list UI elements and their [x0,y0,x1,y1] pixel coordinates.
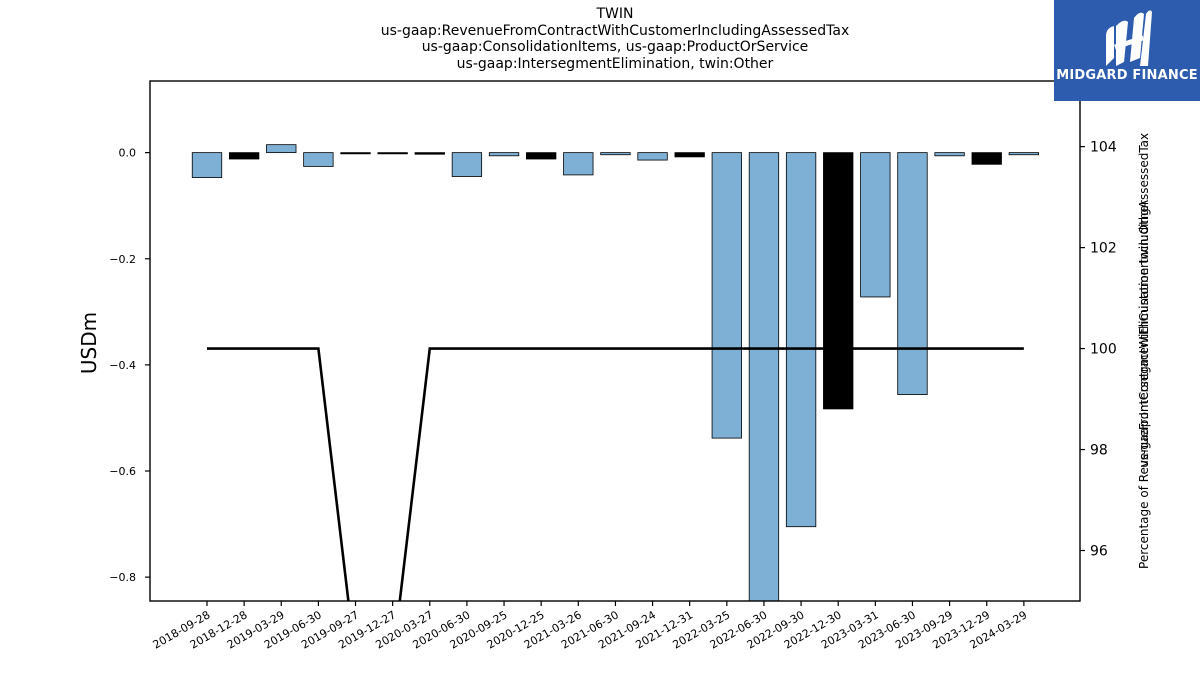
bar-2023-06-30 [897,152,928,395]
bar-2021-06-30 [600,152,631,156]
title-line-2: us-gaap:RevenueFromContractWithCustomerI… [380,22,850,39]
y2-tick-label: 100 [1090,342,1117,358]
bar-2024-03-29 [1008,152,1040,156]
bar-2022-03-25 [711,152,742,439]
percentage-line [207,347,1024,601]
y2-tick-label: 102 [1090,241,1117,257]
y2-tick-label: 96 [1090,544,1108,560]
axes-layer: 0.0−0.2−0.4−0.6−0.896981001021042018-09-… [109,80,1117,652]
logo-text: MIDGARD FINANCE [1056,68,1198,83]
bar-2019-12-27 [377,152,408,155]
bar-2022-06-30 [748,152,780,601]
y-tick-label: −0.8 [109,571,136,584]
midgard-finance-logo: MIDGARD FINANCE [1054,0,1200,101]
bar-2023-09-29 [934,152,965,157]
y-tick-label: −0.2 [109,253,136,266]
secondary-y-axis-label: Percentage of RevenueFromContractWithCus… [1137,129,1151,569]
y2-tick-label: 98 [1090,443,1108,459]
y-tick-label: 0.0 [119,147,137,160]
bar-2018-09-28 [191,152,223,178]
midgard-logo-icon [1106,10,1152,67]
secondary-y-axis-label-line-1: Percentage of RevenueFromContractWithCus… [1137,133,1151,569]
bar-2020-12-25 [526,152,557,160]
bar-2023-12-29 [971,152,1002,165]
secondary-y-axis-label-line-2: us-gaap:IntersegmentElimination twin:Oth… [1137,200,1151,468]
title-line-1: TWIN [596,6,634,22]
bar-2019-03-29 [266,144,297,154]
bar-2020-03-27 [414,152,445,155]
y-tick-label: −0.6 [109,465,136,478]
bar-2020-09-25 [488,152,520,157]
bars-layer [191,144,1040,601]
title-line-4: us-gaap:IntersegmentElimination, twin:Ot… [456,55,774,72]
bar-2022-12-30 [823,152,854,410]
bar-2019-06-30 [303,152,334,167]
bar-2021-03-26 [563,152,594,176]
line-layer [207,347,1024,601]
title-line-3: us-gaap:ConsolidationItems, us-gaap:Prod… [421,39,809,55]
y2-tick-label: 104 [1090,140,1117,156]
chart-title: TWIN us-gaap:RevenueFromContractWithCust… [150,6,1080,72]
bar-2019-09-27 [340,152,371,155]
y-axis-label: USDm [77,312,101,374]
bar-2020-06-30 [451,152,483,177]
y-tick-label: −0.4 [109,359,136,372]
bar-2018-12-28 [228,152,260,160]
plot-frame [149,80,1081,602]
bar-2021-09-24 [637,152,668,161]
bar-2021-12-31 [674,152,705,158]
bar-2022-09-30 [785,152,817,528]
bar-2023-03-31 [860,152,891,298]
